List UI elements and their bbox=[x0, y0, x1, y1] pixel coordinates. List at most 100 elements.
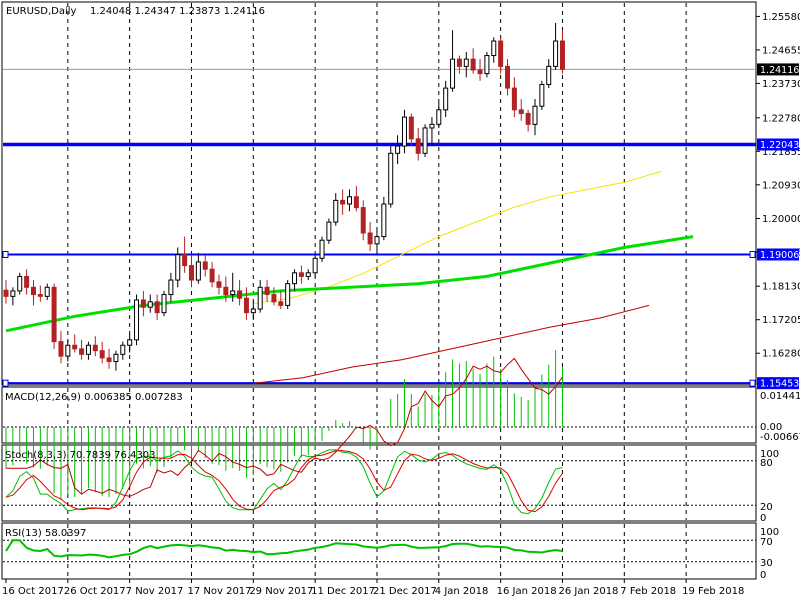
candle-body bbox=[195, 261, 201, 281]
macd-zero-tick: 0.00 bbox=[760, 422, 782, 433]
candle-body bbox=[188, 265, 194, 281]
candle-body bbox=[401, 116, 407, 147]
current-price-box bbox=[757, 63, 799, 76]
candle-body bbox=[209, 268, 215, 283]
level-price-box bbox=[757, 248, 799, 261]
y-tick-label: 1.18130 bbox=[762, 282, 800, 293]
candle-body bbox=[360, 207, 366, 234]
candle-body bbox=[182, 254, 188, 267]
candle-body bbox=[65, 344, 71, 357]
x-tick-label: 21 Dec 2017 bbox=[373, 586, 437, 597]
candle-body bbox=[456, 58, 462, 67]
candle-body bbox=[298, 272, 304, 277]
level-anchor bbox=[749, 379, 756, 387]
stoch-tick-0: 0 bbox=[760, 513, 766, 524]
candle-body bbox=[333, 199, 339, 223]
candle-body bbox=[216, 281, 222, 288]
candle-body bbox=[72, 344, 78, 350]
candle-body bbox=[10, 290, 16, 297]
candle-body bbox=[175, 254, 181, 281]
candle-body bbox=[443, 87, 449, 111]
macd-signal-line bbox=[6, 357, 563, 497]
candle-body bbox=[243, 297, 249, 314]
candle-body bbox=[230, 290, 236, 296]
candle-body bbox=[484, 55, 490, 75]
candle-body bbox=[340, 199, 346, 205]
y-tick-label: 1.20930 bbox=[762, 180, 800, 191]
candle-body bbox=[44, 286, 50, 297]
candle-body bbox=[271, 294, 277, 303]
candle-body bbox=[92, 344, 98, 352]
main-pane-frame bbox=[1, 1, 757, 386]
rsi-tick-0: 0 bbox=[760, 570, 766, 581]
candle-body bbox=[518, 109, 524, 114]
candle-body bbox=[223, 286, 229, 296]
stoch-tick-80: 80 bbox=[760, 458, 773, 469]
x-tick-label: 16 Oct 2017 bbox=[2, 586, 64, 597]
candle-body bbox=[422, 127, 428, 154]
candle-body bbox=[319, 239, 325, 259]
level-anchor bbox=[749, 250, 756, 258]
candle-body bbox=[140, 299, 146, 308]
candle-body bbox=[113, 353, 119, 363]
candle-body bbox=[326, 221, 332, 241]
stoch-tick-20: 20 bbox=[760, 502, 773, 513]
candle-body bbox=[353, 196, 359, 209]
x-tick-label: 26 Oct 2017 bbox=[64, 586, 126, 597]
stoch-title: Stoch(8,3,3) 70.7839 76.4303 bbox=[5, 450, 156, 461]
candle-body bbox=[305, 272, 311, 277]
level-price-box bbox=[757, 377, 799, 390]
x-tick-label: 16 Jan 2018 bbox=[497, 586, 557, 597]
candle-body bbox=[553, 40, 559, 67]
stoch-tick-100: 100 bbox=[760, 449, 779, 460]
rsi-tick-70: 70 bbox=[760, 537, 773, 548]
candle-body bbox=[415, 138, 421, 154]
candle-body bbox=[85, 344, 91, 355]
candle-body bbox=[127, 339, 133, 346]
current-price-label: 1.24116 bbox=[760, 65, 799, 76]
y-tick-label: 1.24655 bbox=[762, 45, 800, 56]
y-tick-label: 1.22780 bbox=[762, 113, 800, 124]
candle-body bbox=[30, 286, 36, 296]
candle-body bbox=[450, 58, 456, 89]
stoch-pane-frame bbox=[1, 444, 757, 522]
macd-title: MACD(12,26,9) 0.006385 0.007283 bbox=[5, 392, 183, 403]
time-axis: 16 Oct 2017 26 Oct 2017 7 Nov 2017 17 Nov 2… bbox=[2, 579, 744, 597]
x-tick-label: 7 Feb 2018 bbox=[620, 586, 676, 597]
x-tick-label: 26 Jan 2018 bbox=[558, 586, 618, 597]
x-tick-label: 7 Nov 2017 bbox=[126, 586, 184, 597]
candle-body bbox=[285, 283, 291, 306]
candle-body bbox=[367, 232, 373, 245]
candle-body bbox=[237, 290, 243, 299]
candle-body bbox=[429, 123, 435, 129]
price-axis: 1.25580 1.24655 1.23730 1.22780 1.21855 1.209… bbox=[756, 12, 800, 390]
candle-body bbox=[250, 308, 256, 314]
header-symbol: EURUSD,Daily bbox=[6, 6, 77, 17]
level-price-box bbox=[757, 138, 799, 151]
candle-body bbox=[539, 83, 545, 107]
level-price-label: 1.15453 bbox=[760, 379, 799, 390]
y-tick-label: 1.21855 bbox=[762, 147, 800, 158]
rsi-tick-100: 100 bbox=[760, 527, 779, 538]
candle-body bbox=[24, 275, 30, 288]
candle-body bbox=[134, 299, 140, 341]
candle-body bbox=[264, 286, 270, 296]
candle-body bbox=[388, 152, 394, 205]
stoch-signal-line bbox=[5, 450, 563, 513]
candle-body bbox=[511, 87, 517, 111]
candle-body bbox=[37, 294, 43, 297]
candle-body bbox=[202, 261, 208, 270]
rsi-title: RSI(13) 58.0397 bbox=[5, 528, 86, 539]
candle-body bbox=[470, 58, 476, 71]
candle-body bbox=[559, 40, 565, 70]
x-tick-label: 29 Nov 2017 bbox=[249, 586, 313, 597]
candle-body bbox=[477, 69, 483, 75]
candle-body bbox=[381, 203, 387, 238]
header-ohlc: 1.24048 1.24347 1.23873 1.24116 bbox=[90, 6, 265, 17]
candle-body bbox=[106, 357, 112, 363]
candle-body bbox=[312, 257, 318, 274]
rsi-pane-frame bbox=[1, 522, 757, 580]
level-price-label: 1.19006 bbox=[760, 250, 799, 261]
candle-body bbox=[436, 109, 442, 125]
